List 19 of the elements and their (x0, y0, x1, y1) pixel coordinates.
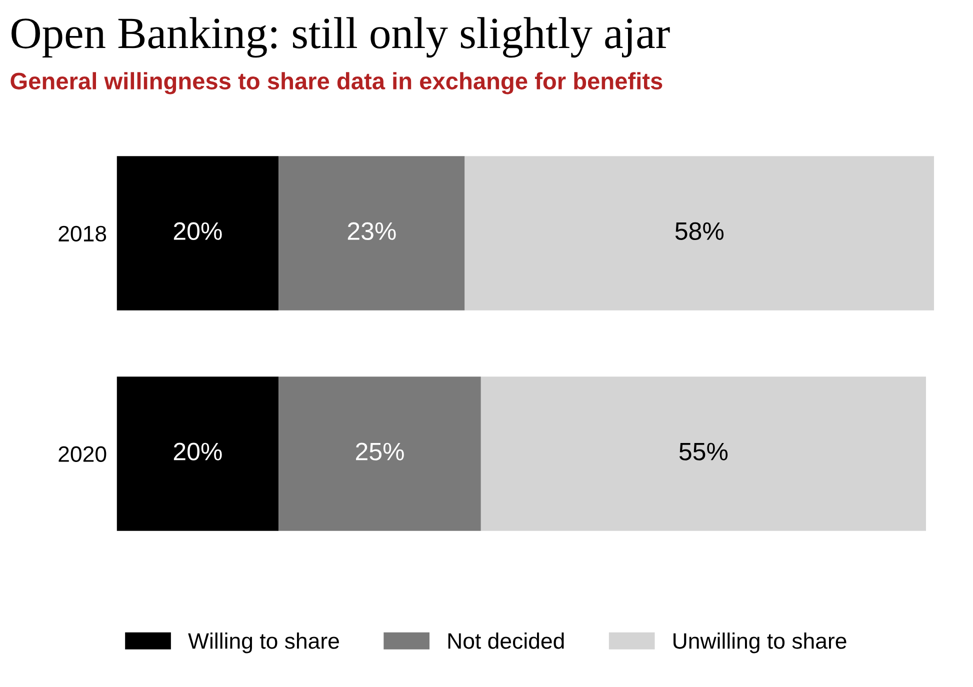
bar (278, 376, 481, 531)
data-label: 20% (174, 442, 222, 460)
data-label: 25% (356, 442, 404, 460)
bar (116, 376, 279, 531)
data-label: 20% (174, 222, 222, 240)
data-label: 58% (675, 222, 724, 240)
bar (464, 156, 934, 310)
data-label: 55% (679, 442, 728, 460)
bar (116, 156, 279, 310)
y-tick-label: 2020 (58, 446, 106, 462)
chart-title: Open Banking: still only slightly ajar (12, 17, 670, 58)
legend-label: Willing to share (188, 632, 339, 654)
legend-label: Not decided (448, 632, 564, 649)
legend-label: Unwilling to share (674, 632, 846, 654)
y-tick-label: 2018 (58, 226, 106, 242)
bar (278, 156, 465, 310)
bar (480, 376, 926, 531)
chart-subtitle: General willingness to share data in exchange for benefits (10, 72, 662, 94)
data-label: 23% (348, 222, 396, 240)
